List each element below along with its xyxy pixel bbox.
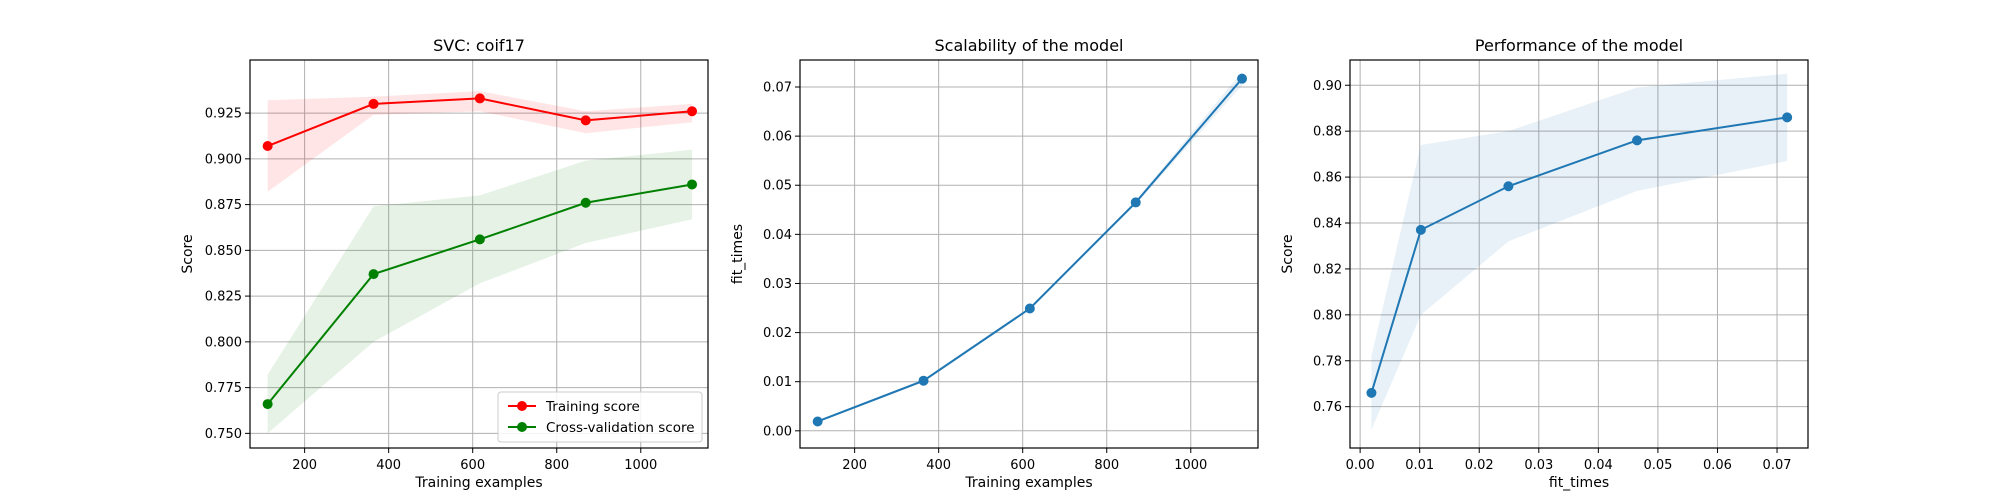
y-tick-label: 0.07 bbox=[763, 81, 792, 96]
series-1-point bbox=[474, 93, 485, 104]
y-axis-label: fit_times bbox=[730, 224, 746, 284]
x-tick-label: 600 bbox=[1010, 458, 1035, 473]
x-tick-label: 0.00 bbox=[1346, 458, 1375, 473]
series-1-point bbox=[918, 375, 929, 386]
y-axis-label: Score bbox=[180, 234, 196, 273]
series-1-band bbox=[817, 71, 1243, 423]
x-tick-label: 800 bbox=[1094, 458, 1119, 473]
series-1-point bbox=[1366, 387, 1377, 398]
series-1-point bbox=[1024, 303, 1035, 314]
y-tick-label: 0.750 bbox=[205, 427, 242, 442]
x-tick-label: 600 bbox=[460, 458, 485, 473]
axes-frame bbox=[1349, 59, 1809, 449]
panel-2: 200 400 600 800 1000 0.00 0.01 0.02 0.03 0.04 0.05… bbox=[730, 36, 1259, 491]
y-tick-label: 0.84 bbox=[1313, 217, 1342, 232]
axes-frame bbox=[249, 59, 709, 449]
y-tick-label: 0.00 bbox=[763, 424, 792, 439]
y-tick-label: 0.86 bbox=[1313, 171, 1342, 186]
series-1-point bbox=[687, 106, 698, 117]
y-tick-label: 0.850 bbox=[205, 244, 242, 259]
x-tick-label: 200 bbox=[292, 458, 317, 473]
y-tick-label: 0.05 bbox=[763, 179, 792, 194]
y-tick-label: 0.900 bbox=[205, 152, 242, 167]
y-tick-label: 0.90 bbox=[1313, 79, 1342, 94]
y-tick-label: 0.825 bbox=[205, 290, 242, 305]
y-axis-label: Score bbox=[1280, 234, 1296, 273]
x-tick-label: 0.02 bbox=[1465, 458, 1494, 473]
x-tick-label: 0.07 bbox=[1763, 458, 1792, 473]
panel-3: 0.00 0.01 0.02 0.03 0.04 0.05 0.06 0.07 0.76 0.78… bbox=[1280, 36, 1809, 491]
y-tick-label: 0.800 bbox=[205, 335, 242, 350]
series-2-point bbox=[368, 269, 379, 280]
series-1-point bbox=[262, 141, 273, 152]
x-tick-label: 0.04 bbox=[1584, 458, 1613, 473]
legend-label-2: Cross-validation score bbox=[546, 420, 695, 436]
y-tick-label: 0.76 bbox=[1313, 400, 1342, 415]
x-tick-label: 0.06 bbox=[1703, 458, 1732, 473]
series-1-line bbox=[817, 78, 1243, 423]
x-axis-label: fit_times bbox=[1549, 475, 1609, 491]
x-tick-label: 800 bbox=[544, 458, 569, 473]
series-1-point bbox=[1782, 112, 1793, 123]
x-axis-label: Training examples bbox=[964, 475, 1092, 491]
panel-title: Scalability of the model bbox=[935, 36, 1124, 55]
legend: Training score Cross-validation score bbox=[497, 391, 703, 443]
legend-marker-1 bbox=[517, 401, 527, 411]
x-tick-label: 1000 bbox=[1174, 458, 1207, 473]
y-tick-label: 0.02 bbox=[763, 326, 792, 341]
x-tick-label: 1000 bbox=[624, 458, 657, 473]
y-tick-label: 0.82 bbox=[1313, 262, 1342, 277]
series-1-point bbox=[1503, 181, 1514, 192]
y-tick-label: 0.03 bbox=[763, 277, 792, 292]
y-tick-label: 0.06 bbox=[763, 130, 792, 145]
y-tick-label: 0.01 bbox=[763, 375, 792, 390]
y-tick-label: 0.04 bbox=[763, 228, 792, 243]
x-tick-label: 400 bbox=[376, 458, 401, 473]
x-tick-label: 200 bbox=[842, 458, 867, 473]
series-2-point bbox=[687, 179, 698, 190]
x-tick-label: 0.03 bbox=[1524, 458, 1553, 473]
y-tick-label: 0.88 bbox=[1313, 125, 1342, 140]
series-2-point bbox=[474, 234, 485, 245]
x-tick-label: 0.01 bbox=[1405, 458, 1434, 473]
axes-frame bbox=[799, 59, 1259, 449]
legend-label-1: Training score bbox=[545, 399, 640, 415]
x-tick-label: 400 bbox=[926, 458, 951, 473]
series-1-point bbox=[580, 115, 591, 126]
y-tick-label: 0.80 bbox=[1313, 308, 1342, 323]
series-1-point bbox=[1415, 224, 1426, 235]
series-2-point bbox=[580, 197, 591, 208]
y-tick-label: 0.78 bbox=[1313, 354, 1342, 369]
panel-title: SVC: coif17 bbox=[433, 36, 525, 55]
x-axis-label: Training examples bbox=[414, 475, 542, 491]
series-2-point bbox=[262, 399, 273, 410]
legend-frame bbox=[497, 391, 703, 443]
series-1-point bbox=[1237, 73, 1248, 84]
panel-1: 200 400 600 800 1000 0.750 0.775 0.800 0.825 0.85… bbox=[180, 36, 709, 491]
x-tick-label: 0.05 bbox=[1643, 458, 1672, 473]
series-1-point bbox=[1632, 135, 1643, 146]
y-tick-label: 0.875 bbox=[205, 198, 242, 213]
y-tick-label: 0.925 bbox=[205, 107, 242, 122]
legend-marker-2 bbox=[517, 422, 527, 432]
panel-title: Performance of the model bbox=[1475, 36, 1683, 55]
series-1-point bbox=[812, 416, 823, 427]
series-1-band bbox=[1371, 73, 1788, 430]
series-1-point bbox=[368, 98, 379, 109]
series-2-band bbox=[267, 149, 693, 434]
y-tick-label: 0.775 bbox=[205, 381, 242, 396]
series-1-point bbox=[1130, 197, 1141, 208]
